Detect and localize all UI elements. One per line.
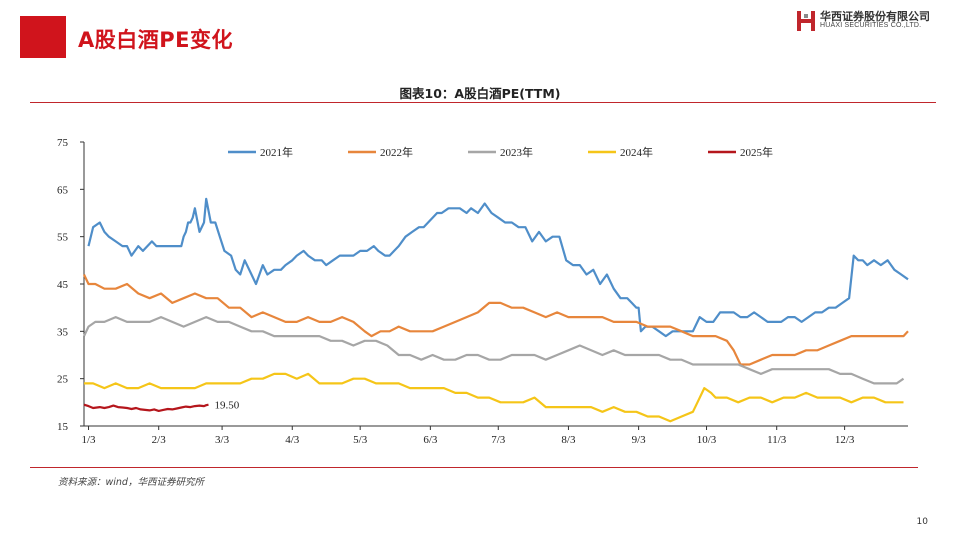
- series-line: [87, 197, 909, 338]
- x-tick-label: 3/3: [215, 434, 230, 446]
- x-tick-label: 9/3: [632, 434, 647, 446]
- page-number: 10: [916, 517, 928, 527]
- legend-label: 2021年: [260, 145, 293, 159]
- data-label: 19.50: [215, 400, 240, 412]
- y-tick-label: 75: [57, 137, 69, 149]
- x-tick-label: 7/3: [491, 434, 506, 446]
- x-tick-label: 6/3: [423, 434, 438, 446]
- y-tick-label: 65: [57, 184, 69, 196]
- x-tick-label: 11/3: [767, 434, 787, 446]
- series-line: [84, 372, 904, 423]
- y-tick-label: 35: [57, 326, 69, 338]
- chart-title: 图表10：A股白酒PE(TTM): [399, 86, 561, 101]
- x-tick-label: 4/3: [285, 434, 300, 446]
- slide-header: A股白酒PE变化 华西证券股份有限公司 HUAXI SECURITIES CO.…: [0, 0, 960, 64]
- bottom-divider: [30, 467, 918, 468]
- logo-company-name: 华西证券股份有限公司: [820, 10, 930, 23]
- y-tick-label: 15: [57, 421, 69, 433]
- x-tick-label: 10/3: [697, 434, 717, 446]
- legend-label: 2022年: [380, 145, 413, 159]
- x-tick-label: 5/3: [353, 434, 368, 446]
- series-line: [83, 403, 209, 412]
- legend-label: 2025年: [740, 145, 773, 159]
- y-tick-label: 55: [57, 232, 69, 244]
- series-line: [83, 316, 905, 385]
- x-tick-label: 12/3: [835, 434, 855, 446]
- x-tick-label: 8/3: [561, 434, 576, 446]
- x-tick-label: 1/3: [81, 434, 96, 446]
- y-tick-label: 25: [57, 374, 69, 386]
- logo-mark-icon: [797, 11, 815, 31]
- source-note: 资料来源：wind，华西证券研究所: [58, 477, 204, 488]
- y-tick-label: 45: [57, 279, 69, 291]
- header-accent-block: [20, 16, 66, 58]
- series-line: [83, 274, 909, 366]
- x-tick-label: 2/3: [152, 434, 167, 446]
- slide-title: A股白酒PE变化: [78, 28, 233, 52]
- top-divider: [30, 102, 936, 103]
- legend-label: 2023年: [500, 145, 533, 159]
- company-logo: 华西证券股份有限公司 HUAXI SECURITIES CO.,LTD.: [796, 8, 946, 36]
- logo-company-name-en: HUAXI SECURITIES CO.,LTD.: [820, 22, 922, 29]
- legend-label: 2024年: [620, 145, 653, 159]
